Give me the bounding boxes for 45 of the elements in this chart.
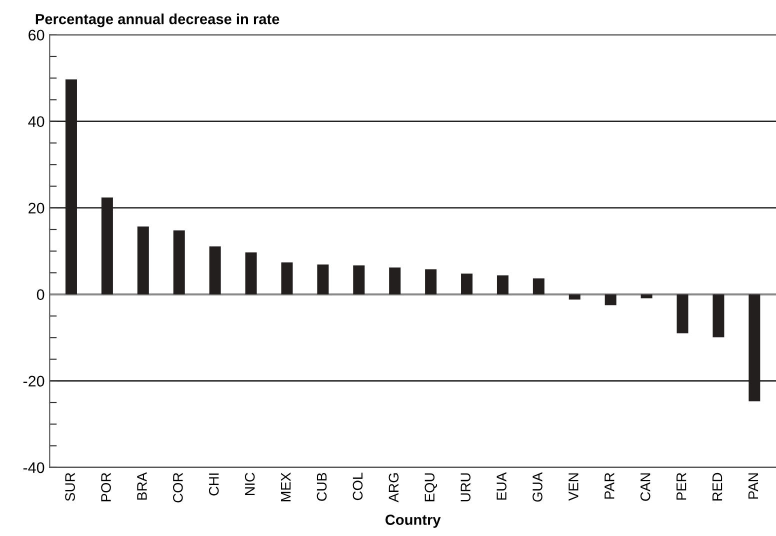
bar bbox=[245, 252, 257, 294]
x-tick-label: PAR bbox=[604, 472, 614, 499]
bar bbox=[281, 262, 293, 294]
x-tick-label: CAN bbox=[640, 473, 650, 501]
bar bbox=[461, 274, 473, 294]
y-tick-label: 20 bbox=[28, 202, 44, 214]
y-tick-label: 0 bbox=[36, 289, 44, 300]
bar bbox=[137, 226, 149, 294]
y-tick-label: -40 bbox=[23, 462, 44, 474]
x-tick-label: EUA bbox=[496, 472, 506, 500]
x-tick-label: CHI bbox=[208, 474, 219, 496]
x-tick-label: EQU bbox=[424, 473, 438, 502]
x-tick-label: COL bbox=[352, 472, 363, 500]
bar bbox=[173, 230, 185, 294]
y-tick-label: -20 bbox=[23, 376, 44, 387]
x-tick-label: COR bbox=[173, 472, 183, 502]
bar bbox=[712, 294, 724, 338]
x-tick-label: URU bbox=[460, 473, 470, 502]
x-tick-label: NIC bbox=[244, 472, 255, 496]
x-tick-label: MEX bbox=[281, 472, 291, 502]
x-tick-label: SUR bbox=[65, 472, 75, 501]
x-tick-label: CUB bbox=[316, 472, 327, 501]
x-tick-label: RED bbox=[712, 472, 722, 500]
x-tick-label: PAN bbox=[748, 473, 758, 499]
bar bbox=[532, 278, 544, 294]
bar bbox=[353, 265, 365, 294]
x-tick-label: POR bbox=[101, 472, 111, 502]
y-tick-label: 60 bbox=[28, 30, 44, 41]
x-axis-title: Country bbox=[385, 514, 441, 528]
bar bbox=[604, 294, 616, 306]
x-tick-label: VEN bbox=[568, 473, 578, 501]
bar bbox=[425, 269, 437, 294]
bar bbox=[676, 294, 688, 334]
x-tick-label: PER bbox=[676, 472, 686, 500]
x-tick-label: BRA bbox=[137, 472, 147, 500]
y-tick-label: 40 bbox=[28, 116, 44, 128]
bar bbox=[209, 246, 221, 294]
chart-title: Percentage annual decrease in rate bbox=[36, 14, 280, 28]
bar bbox=[389, 268, 401, 294]
bar bbox=[640, 294, 652, 298]
bar bbox=[317, 264, 329, 294]
bar bbox=[568, 294, 580, 300]
bar bbox=[496, 275, 508, 294]
x-tick-label: GUA bbox=[532, 472, 542, 502]
x-tick-label: ARG bbox=[388, 473, 399, 502]
